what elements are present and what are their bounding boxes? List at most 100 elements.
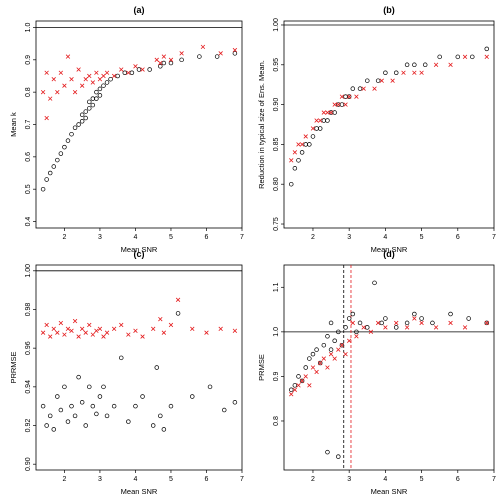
data-point-cross bbox=[62, 83, 67, 88]
data-point-circle bbox=[383, 70, 388, 75]
x-tick-label: 2 bbox=[311, 476, 315, 483]
data-point-cross bbox=[140, 67, 145, 72]
x-tick-label: 4 bbox=[133, 476, 137, 483]
data-point-cross bbox=[343, 351, 348, 357]
data-point-cross bbox=[390, 78, 395, 83]
data-point-cross bbox=[72, 89, 78, 95]
data-point-cross bbox=[412, 70, 417, 75]
data-point-cross bbox=[343, 102, 348, 107]
y-tick-label: 1.00 bbox=[273, 18, 280, 32]
data-point-circle bbox=[350, 311, 356, 317]
data-point-circle bbox=[76, 122, 81, 127]
data-point-cross bbox=[232, 328, 238, 333]
data-point-circle bbox=[372, 280, 377, 286]
data-point-circle bbox=[104, 413, 110, 419]
data-point-cross bbox=[168, 322, 174, 328]
data-point-cross bbox=[289, 392, 294, 397]
data-point-cross bbox=[79, 326, 85, 332]
data-point-cross bbox=[303, 374, 308, 379]
data-point-circle bbox=[168, 403, 174, 409]
x-axis-label: Mean SNR bbox=[371, 245, 408, 254]
data-point-circle bbox=[299, 150, 305, 155]
x-tick-label: 2 bbox=[311, 234, 315, 241]
data-point-circle bbox=[292, 383, 298, 388]
x-axis-label: Mean SNR bbox=[371, 487, 408, 494]
data-point-circle bbox=[175, 311, 181, 316]
data-point-cross bbox=[97, 77, 103, 82]
data-point-circle bbox=[328, 320, 334, 326]
data-point-cross bbox=[383, 325, 388, 330]
data-point-circle bbox=[90, 403, 96, 409]
x-tick-label: 3 bbox=[98, 476, 102, 483]
data-point-circle bbox=[65, 419, 71, 424]
y-axis-label: PRMSE bbox=[257, 354, 266, 381]
data-point-circle bbox=[314, 126, 319, 131]
data-point-circle bbox=[317, 360, 323, 366]
data-point-cross bbox=[336, 347, 341, 352]
data-point-cross bbox=[289, 158, 294, 163]
data-point-circle bbox=[115, 73, 120, 79]
data-point-circle bbox=[310, 134, 316, 139]
data-point-cross bbox=[419, 70, 424, 75]
data-point-circle bbox=[87, 384, 92, 390]
data-point-cross bbox=[296, 383, 301, 388]
data-point-circle bbox=[346, 316, 352, 321]
data-point-cross bbox=[328, 110, 334, 115]
data-point-circle bbox=[207, 384, 213, 390]
data-point-cross bbox=[332, 102, 337, 107]
data-point-circle bbox=[357, 320, 363, 326]
data-point-circle bbox=[136, 67, 142, 72]
y-tick-label: 0.6 bbox=[25, 152, 32, 162]
x-tick-label: 5 bbox=[169, 476, 173, 483]
data-point-cross bbox=[328, 351, 334, 357]
data-point-circle bbox=[76, 374, 81, 380]
x-tick-label: 3 bbox=[347, 234, 351, 241]
data-point-cross bbox=[51, 326, 56, 332]
data-point-cross bbox=[83, 330, 88, 335]
data-point-circle bbox=[87, 99, 92, 105]
data-point-circle bbox=[350, 86, 356, 91]
data-point-cross bbox=[58, 320, 64, 326]
data-point-circle bbox=[422, 62, 428, 68]
plot-frame bbox=[35, 20, 243, 229]
data-point-circle bbox=[437, 54, 442, 60]
y-tick-label: 0.96 bbox=[25, 341, 32, 355]
x-tick-label: 4 bbox=[383, 476, 387, 483]
x-tick-label: 4 bbox=[383, 234, 387, 241]
y-tick-label: 1.1 bbox=[273, 282, 280, 292]
data-point-cross bbox=[433, 62, 439, 67]
data-point-cross bbox=[76, 67, 81, 72]
data-point-circle bbox=[129, 70, 135, 75]
y-axis-label: PRRMSE bbox=[9, 351, 18, 383]
data-point-circle bbox=[375, 78, 381, 83]
data-point-circle bbox=[336, 329, 341, 335]
data-point-circle bbox=[104, 80, 110, 85]
y-tick-label: 0.9 bbox=[25, 55, 32, 65]
data-point-cross bbox=[48, 96, 53, 101]
data-point-cross bbox=[310, 365, 316, 370]
data-point-cross bbox=[325, 365, 330, 370]
data-point-cross bbox=[104, 70, 110, 75]
data-point-cross bbox=[190, 326, 195, 332]
data-point-circle bbox=[325, 118, 330, 123]
y-tick-label: 0.92 bbox=[25, 419, 32, 433]
data-point-cross bbox=[307, 383, 312, 388]
data-point-cross bbox=[111, 73, 117, 79]
data-point-cross bbox=[292, 387, 298, 392]
data-point-circle bbox=[299, 378, 305, 384]
x-tick-label: 4 bbox=[133, 234, 137, 241]
data-point-circle bbox=[404, 320, 410, 326]
y-tick-label: 0.90 bbox=[273, 98, 280, 112]
data-point-circle bbox=[419, 316, 424, 321]
y-tick-label: 1.0 bbox=[25, 22, 32, 32]
data-point-circle bbox=[393, 70, 399, 75]
data-point-cross bbox=[58, 70, 64, 75]
data-point-circle bbox=[470, 54, 475, 60]
plot-frame bbox=[35, 264, 243, 471]
data-point-circle bbox=[412, 311, 417, 317]
data-point-cross bbox=[375, 320, 381, 326]
x-tick-label: 7 bbox=[492, 234, 496, 241]
data-point-circle bbox=[393, 325, 399, 330]
data-point-cross bbox=[433, 325, 439, 330]
data-point-circle bbox=[455, 54, 461, 60]
